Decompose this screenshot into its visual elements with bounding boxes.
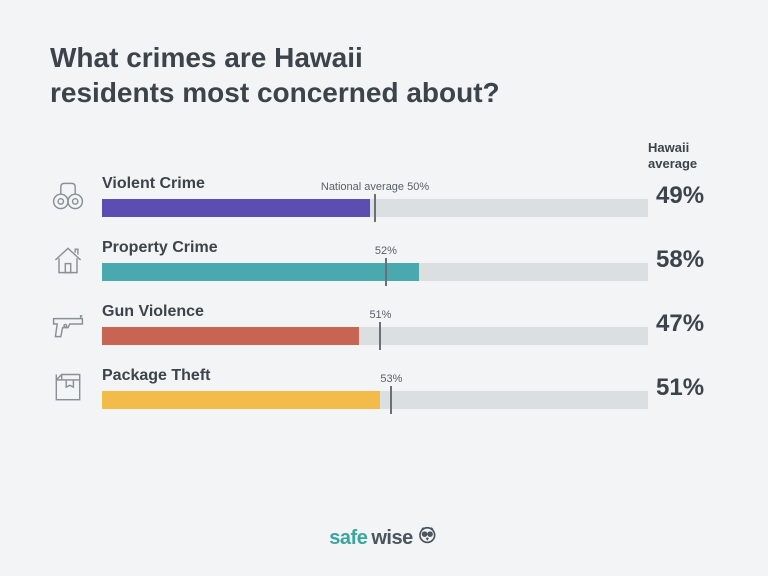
state-percentage: 49%: [648, 182, 718, 210]
bar-name: Violent Crime: [102, 175, 205, 193]
bar-row: Package Theft 53% 51%: [50, 367, 718, 409]
bar-name: Gun Violence: [102, 303, 204, 321]
national-average-label: National average 50%: [321, 181, 429, 193]
bar-rows: Violent Crime National average 50% 49% Prop…: [50, 175, 718, 409]
header-row: Hawaii average: [50, 140, 718, 171]
bar-row: Gun Violence 51% 47%: [50, 303, 718, 345]
national-average-label: 51%: [369, 309, 391, 321]
house-icon: [50, 242, 102, 278]
state-percentage: 51%: [648, 374, 718, 402]
bar-fill: [102, 327, 359, 345]
bar-cell: Violent Crime National average 50%: [102, 175, 648, 217]
bar-track: [102, 199, 648, 217]
state-percentage: 58%: [648, 246, 718, 274]
logo-text-wise: wise: [371, 527, 412, 550]
bar-fill: [102, 263, 419, 281]
bar-name: Property Crime: [102, 239, 218, 257]
brand-logo: safewise: [329, 525, 438, 552]
national-average-label: 52%: [375, 245, 397, 257]
owl-icon: [417, 525, 439, 552]
state-average-header: Hawaii average: [648, 140, 718, 171]
bar-row: Property Crime 52% 58%: [50, 239, 718, 281]
bar-fill: [102, 391, 380, 409]
bar-track: [102, 263, 648, 281]
bar-name: Package Theft: [102, 367, 210, 385]
national-average-tick: [374, 194, 376, 222]
bar-track: [102, 391, 648, 409]
bar-fill: [102, 199, 370, 217]
logo-text-safe: safe: [329, 527, 367, 550]
bar-cell: Gun Violence 51%: [102, 303, 648, 345]
bar-track: [102, 327, 648, 345]
state-percentage: 47%: [648, 310, 718, 338]
chart-title: What crimes are Hawaiiresidents most con…: [50, 40, 718, 110]
national-average-tick: [385, 258, 387, 286]
national-average-label: 53%: [380, 373, 402, 385]
bar-cell: Package Theft 53%: [102, 367, 648, 409]
package-icon: [50, 370, 102, 406]
handcuffs-icon: [50, 178, 102, 214]
bar-cell: Property Crime 52%: [102, 239, 648, 281]
national-average-tick: [379, 322, 381, 350]
national-average-tick: [390, 386, 392, 414]
gun-icon: [50, 306, 102, 342]
bar-row: Violent Crime National average 50% 49%: [50, 175, 718, 217]
